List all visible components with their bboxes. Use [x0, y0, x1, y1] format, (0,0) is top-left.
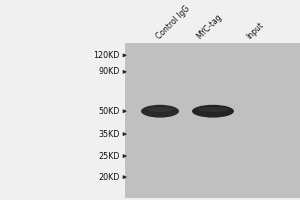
Ellipse shape	[146, 107, 174, 112]
Bar	[125, 43, 300, 198]
Text: 50KD: 50KD	[99, 107, 120, 116]
Ellipse shape	[197, 107, 229, 112]
Text: Input: Input	[245, 20, 266, 41]
Text: 35KD: 35KD	[99, 130, 120, 139]
Text: Control IgG: Control IgG	[155, 4, 192, 41]
Text: 20KD: 20KD	[99, 173, 120, 182]
Text: 25KD: 25KD	[98, 152, 120, 161]
Text: 120KD: 120KD	[94, 51, 120, 60]
Ellipse shape	[141, 105, 179, 118]
Text: MYC-tag: MYC-tag	[195, 12, 224, 41]
Ellipse shape	[192, 105, 234, 118]
Text: 90KD: 90KD	[99, 67, 120, 76]
